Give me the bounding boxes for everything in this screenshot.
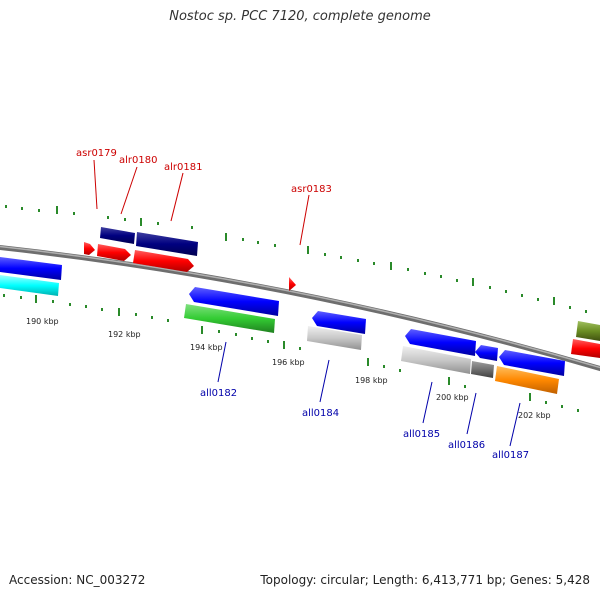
- upper-tick-track: [5, 205, 587, 313]
- gene-asr0179[interactable]: [84, 242, 95, 255]
- gene-olive-edge[interactable]: [576, 321, 600, 341]
- kbp-label-200: 200 kbp: [436, 393, 469, 402]
- gene-navy-2[interactable]: [136, 232, 198, 256]
- reverse-strand-genes: [0, 257, 565, 394]
- label-all0187[interactable]: all0187: [492, 450, 529, 461]
- kbp-label-198: 198 kbp: [355, 376, 388, 385]
- gene-darkgray[interactable]: [471, 361, 494, 378]
- gene-orange[interactable]: [495, 366, 559, 394]
- forward-strand-genes: [84, 227, 600, 358]
- accession-text: Accession: NC_003272: [9, 573, 146, 587]
- gene-green-1[interactable]: [184, 304, 275, 333]
- kbp-label-190: 190 kbp: [26, 317, 59, 326]
- gene-all0185[interactable]: [405, 329, 476, 356]
- kbp-label-194: 194 kbp: [190, 343, 223, 352]
- gene-all0186[interactable]: [475, 345, 498, 361]
- gene-gray-1[interactable]: [307, 326, 362, 350]
- genome-title: Nostoc sp. PCC 7120, complete genome: [169, 9, 431, 24]
- label-asr0183[interactable]: asr0183: [291, 184, 332, 195]
- label-all0186[interactable]: all0186: [448, 440, 485, 451]
- forward-gene-labels: asr0179 alr0180 alr0181 asr0183: [76, 148, 332, 195]
- kbp-label-202: 202 kbp: [518, 411, 551, 420]
- gene-alr0181[interactable]: [133, 250, 194, 272]
- gene-alr0180[interactable]: [97, 244, 131, 261]
- kbp-label-192: 192 kbp: [108, 330, 141, 339]
- label-alr0180[interactable]: alr0180: [119, 155, 157, 166]
- gene-gray-2[interactable]: [401, 346, 471, 374]
- genome-summary-text: Topology: circular; Length: 6,413,771 bp…: [260, 573, 590, 587]
- label-all0185[interactable]: all0185: [403, 429, 440, 440]
- label-all0184[interactable]: all0184: [302, 408, 339, 419]
- gene-all0184[interactable]: [312, 311, 366, 334]
- label-all0182[interactable]: all0182: [200, 388, 237, 399]
- lower-tick-track: [3, 294, 579, 412]
- gene-navy-1[interactable]: [100, 227, 135, 244]
- gene-all0182[interactable]: [189, 287, 279, 316]
- label-alr0181[interactable]: alr0181: [164, 162, 202, 173]
- gene-blue-left[interactable]: [0, 257, 62, 280]
- gene-all0187[interactable]: [499, 350, 565, 376]
- genome-backbone: [0, 245, 600, 372]
- kbp-scale-labels: 190 kbp 192 kbp 194 kbp 196 kbp 198 kbp …: [26, 317, 551, 420]
- kbp-label-196: 196 kbp: [272, 358, 305, 367]
- gene-red-edge[interactable]: [571, 339, 600, 358]
- gene-cyan-left[interactable]: [0, 275, 59, 296]
- reverse-label-leaders: [217, 341, 521, 447]
- gene-asr0183[interactable]: [289, 277, 296, 291]
- forward-label-leaders: [93, 159, 310, 246]
- reverse-gene-labels: all0182 all0184 all0185 all0186 all0187: [200, 388, 529, 461]
- label-asr0179[interactable]: asr0179: [76, 148, 117, 159]
